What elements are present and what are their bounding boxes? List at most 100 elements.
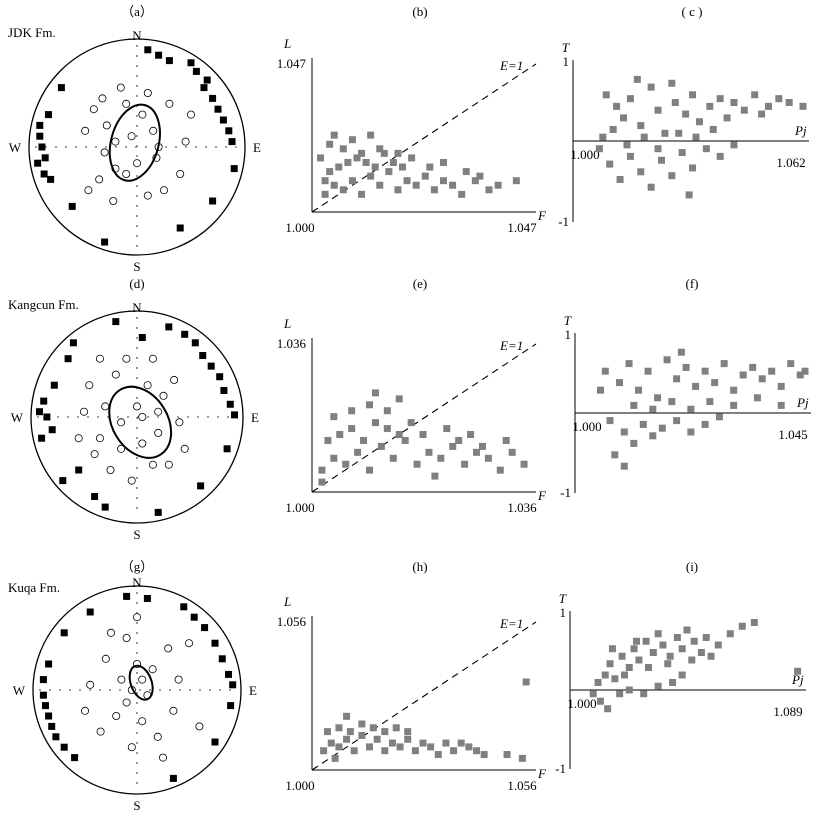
data-point (317, 154, 325, 162)
data-point (625, 686, 633, 694)
data-point (645, 664, 653, 671)
kmax-square (47, 175, 55, 183)
data-point (371, 163, 379, 171)
data-point (330, 413, 338, 421)
data-point (625, 664, 633, 671)
y-tick-min: -1 (558, 214, 569, 229)
data-point (787, 360, 795, 368)
kmin-circle (117, 444, 126, 453)
kmax-square (52, 733, 60, 741)
kmin-circle (95, 175, 104, 184)
data-point (362, 158, 370, 166)
data-point (412, 181, 420, 189)
data-point (611, 451, 619, 459)
kmax-square (209, 94, 217, 102)
data-point (654, 106, 662, 114)
x-tick-min: 1.000 (567, 696, 596, 711)
kmax-square (199, 352, 207, 360)
e1-label: E=1 (499, 616, 523, 631)
data-point (654, 394, 662, 402)
data-point (758, 110, 766, 118)
kmax-square (48, 426, 56, 434)
kmax-square (203, 76, 211, 84)
x-tick-min: 1.000 (285, 778, 314, 793)
kmin-circle (107, 628, 116, 637)
data-point (777, 382, 785, 390)
data-point (419, 739, 427, 747)
kmax-square (209, 197, 217, 205)
data-point (673, 634, 681, 641)
kmin-circle (169, 706, 178, 715)
data-point (403, 177, 411, 185)
y-tick-max: 1.056 (277, 614, 307, 629)
data-point (381, 728, 389, 736)
x-tick-max: 1.047 (507, 220, 537, 235)
data-point (366, 401, 373, 409)
x-tick-max: 1.045 (778, 427, 807, 442)
data-point (388, 739, 396, 747)
kmin-circle (138, 412, 147, 421)
data-point (455, 436, 463, 444)
kmax-square (60, 743, 68, 751)
data-point (606, 660, 614, 668)
kmin-circle (127, 476, 136, 485)
kmax-square (229, 681, 237, 689)
kmax-square (181, 330, 189, 338)
kmax-square (165, 323, 173, 331)
data-point (358, 190, 366, 198)
x-axis-label: Pj (791, 672, 804, 687)
data-point (654, 145, 662, 153)
kmax-square (35, 408, 43, 416)
data-point (730, 141, 738, 149)
kmax-square (101, 238, 109, 246)
data-point (677, 348, 685, 356)
x-tick-min: 1.000 (285, 220, 314, 235)
confidence-ellipse (128, 664, 154, 701)
data-point (395, 431, 403, 438)
x-axis-label: F (537, 766, 547, 781)
y-tick-min: -1 (555, 761, 566, 776)
y-axis-label: L (283, 594, 291, 609)
kmin-circle (138, 439, 147, 448)
kmax-square (144, 46, 152, 54)
stereonet-circle (30, 310, 244, 524)
panel-label-f: (f) (686, 276, 699, 291)
data-point (715, 413, 723, 421)
data-point (371, 419, 379, 427)
kmax-square (231, 411, 239, 419)
data-point (392, 724, 400, 732)
data-point (394, 149, 402, 157)
data-point (649, 405, 657, 413)
data-point (596, 697, 604, 705)
x-tick-min: 1.000 (285, 500, 314, 515)
data-point (346, 728, 354, 736)
x-axis-label: Pj (796, 395, 809, 410)
kmin-circle (117, 418, 126, 427)
kmin-circle (122, 634, 131, 643)
data-point (626, 95, 634, 103)
kmin-circle (148, 665, 157, 674)
kmax-square (41, 154, 49, 162)
kmax-square (219, 116, 227, 124)
kmin-circle (84, 186, 93, 195)
panel-a: （a） JDK Fm. N S E W (8, 4, 261, 274)
data-point (381, 747, 389, 755)
data-point (616, 690, 624, 698)
kmin-circle (111, 137, 120, 146)
kmin-circle (101, 402, 110, 411)
data-point (321, 190, 329, 198)
y-axis-label: L (283, 36, 291, 51)
kmin-circle (74, 434, 83, 443)
data-point (620, 114, 628, 122)
data-point (376, 145, 384, 153)
data-point (701, 420, 709, 428)
kmax-square (211, 738, 219, 746)
data-point (723, 114, 731, 122)
data-point (701, 367, 709, 375)
kmin-circle (153, 732, 162, 741)
e1-reference-line (311, 343, 537, 493)
data-point (702, 145, 710, 153)
data-point (461, 460, 469, 468)
panel-d: (d) Kangcun Fm. N S E W (8, 276, 259, 542)
data-point (335, 743, 343, 751)
